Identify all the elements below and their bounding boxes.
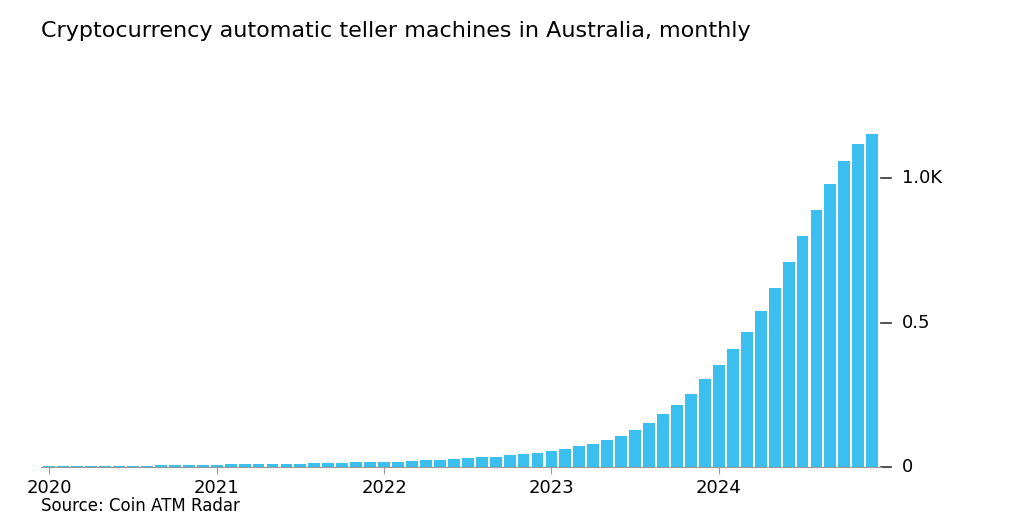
Bar [615, 435, 627, 467]
Bar [113, 466, 125, 467]
Bar [755, 311, 767, 467]
Bar [141, 466, 153, 467]
Bar [336, 463, 348, 467]
Bar [295, 464, 306, 467]
Bar [671, 405, 683, 467]
Bar [434, 460, 445, 467]
Bar [489, 457, 502, 467]
Bar [420, 460, 432, 467]
Bar [447, 459, 460, 467]
Bar [699, 379, 711, 467]
Bar [629, 430, 641, 467]
Text: 1.0K: 1.0K [901, 169, 942, 187]
Bar [839, 161, 850, 467]
Bar [323, 463, 334, 467]
Bar [224, 465, 237, 467]
Bar [657, 414, 669, 467]
Bar [531, 452, 544, 467]
Bar [378, 462, 390, 467]
Bar [99, 466, 111, 467]
Bar [392, 461, 403, 467]
Bar [713, 365, 725, 467]
Bar [72, 466, 83, 467]
Bar [462, 458, 474, 467]
Text: 0: 0 [901, 458, 912, 476]
Bar [769, 288, 780, 467]
Bar [811, 210, 822, 467]
Bar [824, 184, 837, 467]
Bar [253, 464, 264, 467]
Bar [197, 465, 209, 467]
Bar [183, 465, 195, 467]
Bar [239, 465, 251, 467]
Text: Cryptocurrency automatic teller machines in Australia, monthly: Cryptocurrency automatic teller machines… [41, 21, 751, 41]
Bar [559, 449, 571, 467]
Bar [518, 454, 529, 467]
Bar [365, 462, 376, 467]
Bar [797, 236, 809, 467]
Bar [546, 451, 557, 467]
Bar [601, 440, 613, 467]
Text: 0.5: 0.5 [901, 314, 930, 332]
Bar [782, 262, 795, 467]
Bar [852, 144, 864, 467]
Bar [211, 465, 222, 467]
Bar [308, 463, 321, 467]
Bar [476, 458, 487, 467]
Bar [588, 443, 599, 467]
Bar [85, 466, 97, 467]
Text: Source: Coin ATM Radar: Source: Coin ATM Radar [41, 497, 240, 515]
Bar [127, 466, 139, 467]
Bar [573, 447, 586, 467]
Bar [685, 393, 697, 467]
Bar [281, 464, 293, 467]
Bar [43, 466, 55, 467]
Bar [57, 466, 70, 467]
Bar [169, 465, 181, 467]
Bar [407, 461, 418, 467]
Bar [504, 456, 515, 467]
Bar [155, 465, 167, 467]
Bar [643, 423, 655, 467]
Bar [740, 331, 753, 467]
Bar [350, 463, 362, 467]
Bar [727, 349, 738, 467]
Bar [866, 134, 879, 467]
Bar [266, 464, 279, 467]
